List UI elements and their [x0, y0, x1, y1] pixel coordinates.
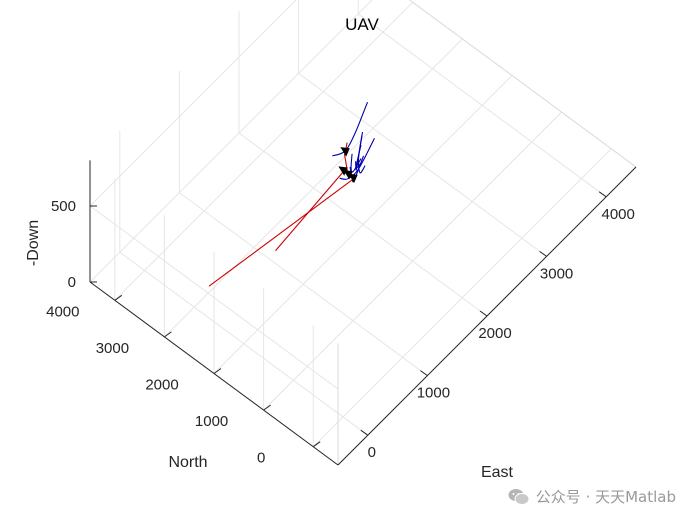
y-tick-mark [263, 404, 271, 411]
trajectory-9 [208, 178, 354, 287]
x-axis-label: East [481, 464, 514, 481]
x-tick-label: 0 [368, 444, 376, 461]
watermark-text: 公众号 · 天天Matlab [535, 488, 676, 506]
y-tick-mark [114, 294, 123, 301]
x-tick-mark [360, 429, 369, 436]
z-tick-label: 500 [51, 198, 76, 215]
back-wall-gridline [89, 0, 373, 283]
y-tick-label: 4000 [46, 303, 79, 320]
x-tick-label: 1000 [417, 385, 450, 402]
watermark: 公众号 · 天天Matlab [508, 486, 676, 507]
uav-marker-4 [340, 147, 350, 157]
tick-labels: 0 1000 2000 3000 4000 0 1000 2000 3000 4000 0 500 [46, 198, 635, 467]
floor-gridline-y [312, 148, 612, 448]
y-tick-label: 1000 [195, 413, 228, 430]
left-wall-gridline [89, 205, 339, 390]
y-tick-mark [164, 331, 172, 338]
wechat-icon [508, 488, 530, 505]
y-axis-label: North [168, 454, 207, 471]
uav-markers [338, 147, 358, 184]
x-tick-mark [598, 191, 607, 198]
y-tick-mark [312, 441, 321, 448]
x-tick-label: 4000 [602, 206, 635, 223]
y-tick-label: 2000 [145, 377, 178, 394]
uav-marker-2 [348, 173, 358, 184]
x-tick-label: 2000 [478, 325, 511, 342]
chart-title: UAV [345, 15, 379, 34]
x-tick-mark [479, 310, 488, 317]
axes [89, 160, 637, 466]
floor-gridline-y [164, 38, 463, 338]
z-tick-label: 0 [68, 274, 76, 291]
floor-gridline-y [263, 111, 562, 411]
y-tick-mark [213, 368, 222, 374]
x-tick-mark [420, 370, 428, 377]
y-tick-label: 0 [257, 450, 265, 467]
floor-gridline-y [213, 75, 513, 374]
x-tick-label: 3000 [540, 265, 573, 282]
box-edge [408, 0, 637, 168]
trajectory-5 [355, 135, 363, 171]
grid [89, 0, 637, 466]
trajectory-6 [332, 101, 369, 157]
y-tick-label: 3000 [96, 340, 129, 357]
uav-marker-3 [343, 170, 353, 180]
trajectories [208, 101, 375, 287]
back-wall-gridline [89, 0, 297, 207]
x-tick-mark [539, 250, 547, 257]
z-axis-label: -Down [25, 220, 42, 266]
